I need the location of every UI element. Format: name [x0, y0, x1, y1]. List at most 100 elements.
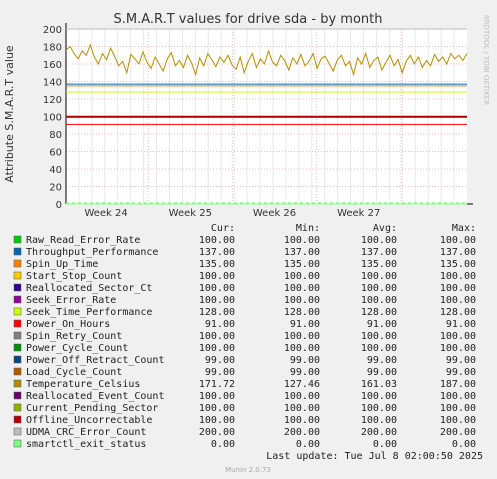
legend-name: Spin_Up_Time [26, 259, 98, 270]
legend-value: 99.00 [446, 367, 476, 378]
series-lines [65, 28, 468, 205]
legend-value: 0.00 [211, 439, 235, 450]
legend-value: 100.00 [284, 343, 320, 354]
y-tick-label: 40 [49, 165, 62, 176]
y-tick-label: 20 [49, 183, 62, 194]
legend-value: 100.00 [199, 391, 235, 402]
y-tick-label: 140 [43, 78, 62, 89]
legend-value: 100.00 [284, 415, 320, 426]
legend-name: Throughput_Performance [26, 247, 158, 258]
legend-value: 100.00 [199, 295, 235, 306]
legend-swatch [13, 331, 22, 340]
legend-name: UDMA_CRC_Error_Count [26, 427, 146, 438]
legend-swatch [13, 367, 22, 376]
legend-swatch [13, 427, 22, 436]
y-tick-label: 100 [43, 113, 62, 124]
legend-name: Load_Cycle_Count [26, 367, 122, 378]
legend: Cur: Min: Avg: Max: Raw_Read_Error_Rate 100.0… [13, 223, 476, 450]
legend-value: 135.00 [361, 259, 397, 270]
legend-name: smartctl_exit_status [26, 439, 146, 450]
legend-value: 100.00 [199, 235, 235, 246]
legend-value: 0.00 [373, 439, 397, 450]
legend-value: 91.00 [290, 319, 320, 330]
legend-value: 100.00 [361, 343, 397, 354]
legend-header: Max: [452, 223, 476, 234]
y-tick-label: 80 [49, 130, 62, 141]
legend-value: 100.00 [361, 283, 397, 294]
legend-value: 100.00 [199, 415, 235, 426]
legend-value: 100.00 [199, 331, 235, 342]
legend-swatch [13, 259, 22, 268]
legend-value: 135.00 [199, 259, 235, 270]
legend-value: 100.00 [440, 403, 476, 414]
legend-value: 100.00 [199, 403, 235, 414]
legend-value: 128.00 [199, 307, 235, 318]
legend-swatch [13, 235, 22, 244]
legend-value: 99.00 [367, 367, 397, 378]
y-tick-label: 180 [43, 43, 62, 54]
legend-value: 100.00 [440, 331, 476, 342]
legend-name: Raw_Read_Error_Rate [26, 235, 140, 246]
legend-swatch [13, 379, 22, 388]
legend-value: 137.00 [284, 247, 320, 258]
legend-value: 100.00 [284, 235, 320, 246]
legend-value: 100.00 [361, 235, 397, 246]
legend-value: 100.00 [361, 295, 397, 306]
legend-value: 100.00 [440, 415, 476, 426]
legend-name: Reallocated_Sector_Ct [26, 283, 152, 294]
legend-value: 91.00 [446, 319, 476, 330]
legend-name: Spin_Retry_Count [26, 331, 122, 342]
x-tick-label: Week 25 [169, 208, 212, 219]
legend-value: 100.00 [284, 271, 320, 282]
legend-swatch [13, 343, 22, 352]
legend-value: 100.00 [284, 331, 320, 342]
y-axis-label: Attribute S.M.A.R.T value [3, 45, 16, 183]
legend-value: 100.00 [440, 271, 476, 282]
y-tick-label: 160 [43, 60, 62, 71]
legend-swatch [13, 307, 22, 316]
legend-value: 200.00 [284, 427, 320, 438]
legend-value: 91.00 [367, 319, 397, 330]
legend-value: 128.00 [361, 307, 397, 318]
legend-value: 161.03 [361, 379, 397, 390]
legend-value: 171.72 [199, 379, 235, 390]
rrdtool-watermark: RRDTOOL / TOBI OETIKER [482, 15, 490, 105]
legend-header: Cur: [211, 223, 235, 234]
legend-name: Seek_Error_Rate [26, 295, 116, 306]
legend-swatch [13, 295, 22, 304]
legend-value: 99.00 [446, 355, 476, 366]
legend-name: Offline_Uncorrectable [26, 415, 152, 426]
legend-name: Current_Pending_Sector [26, 403, 158, 414]
legend-swatch [13, 415, 22, 424]
y-ticks: 0 20 40 60 80 100 120 140 160 180 200 [43, 23, 67, 211]
x-tick-label: Week 27 [337, 208, 380, 219]
legend-swatch [13, 403, 22, 412]
legend-value: 100.00 [440, 235, 476, 246]
legend-name: Power_On_Hours [26, 319, 110, 330]
legend-value: 100.00 [440, 295, 476, 306]
legend-name: Power_Off_Retract_Count [26, 355, 164, 366]
y-tick-label: 0 [56, 200, 62, 211]
y-tick-label: 200 [43, 25, 62, 36]
legend-value: 137.00 [199, 247, 235, 258]
legend-swatch [13, 355, 22, 364]
legend-value: 99.00 [367, 355, 397, 366]
legend-header: Avg: [373, 223, 397, 234]
legend-value: 99.00 [205, 355, 235, 366]
last-update: Last update: Tue Jul 8 02:00:50 2025 [266, 451, 483, 462]
legend-value: 100.00 [199, 343, 235, 354]
legend-value: 100.00 [440, 283, 476, 294]
legend-value: 0.00 [296, 439, 320, 450]
legend-value: 99.00 [290, 355, 320, 366]
legend-value: 100.00 [361, 271, 397, 282]
legend-value: 100.00 [361, 331, 397, 342]
legend-header: Min: [296, 223, 320, 234]
legend-value: 100.00 [284, 391, 320, 402]
legend-value: 135.00 [440, 259, 476, 270]
legend-value: 91.00 [205, 319, 235, 330]
legend-value: 100.00 [199, 271, 235, 282]
legend-value: 100.00 [199, 283, 235, 294]
legend-value: 137.00 [440, 247, 476, 258]
legend-swatch [13, 439, 22, 448]
legend-value: 128.00 [440, 307, 476, 318]
